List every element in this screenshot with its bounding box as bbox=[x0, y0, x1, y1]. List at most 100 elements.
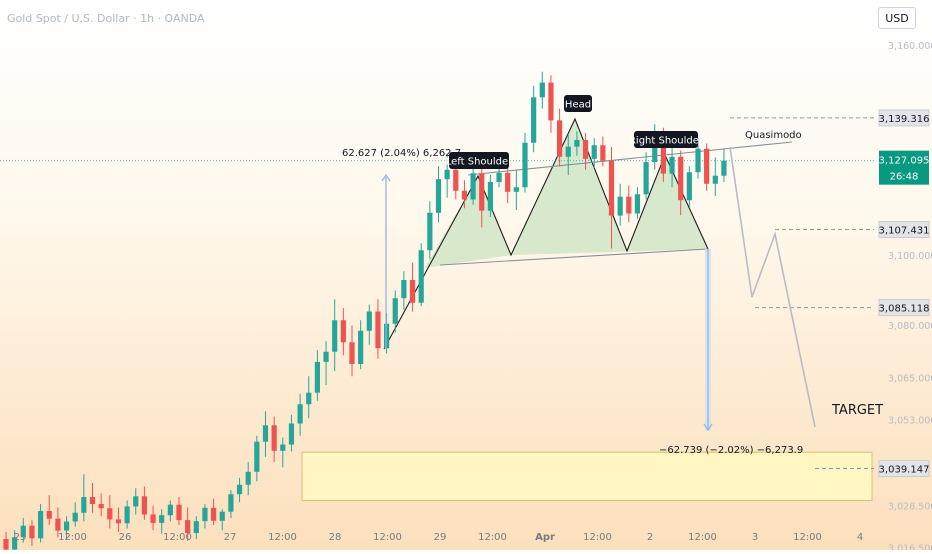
candle bbox=[46, 495, 52, 525]
candle-body bbox=[245, 471, 251, 485]
candle-body bbox=[323, 351, 329, 362]
candle-body bbox=[565, 146, 571, 157]
candle-body bbox=[678, 156, 684, 201]
candle-body bbox=[3, 539, 9, 550]
candle-body bbox=[539, 82, 545, 98]
candle bbox=[219, 509, 225, 531]
candle-body bbox=[634, 194, 641, 214]
candle bbox=[323, 341, 329, 385]
candle-body bbox=[626, 196, 632, 214]
candle-body bbox=[479, 173, 485, 211]
candle bbox=[254, 435, 260, 482]
candle bbox=[63, 516, 70, 539]
badge-level-2-bg bbox=[878, 220, 930, 238]
candle bbox=[297, 393, 303, 436]
candle-body bbox=[271, 425, 277, 451]
candle-body bbox=[115, 519, 122, 524]
target-zone bbox=[301, 451, 873, 502]
time-label-day: 28 bbox=[329, 532, 342, 543]
left-shoulder-label: Left Shoulder bbox=[446, 152, 513, 169]
candle bbox=[366, 304, 372, 345]
candle-body bbox=[686, 172, 692, 201]
candle-body bbox=[167, 504, 173, 516]
neckline bbox=[439, 248, 709, 266]
candles-layer bbox=[3, 71, 727, 554]
candle bbox=[634, 187, 641, 219]
currency-button[interactable]: USD bbox=[878, 7, 916, 29]
candle-body bbox=[280, 444, 286, 451]
candle-body bbox=[548, 82, 554, 121]
measure-down-arrow bbox=[703, 423, 713, 432]
candle-body bbox=[159, 515, 165, 523]
candle bbox=[280, 437, 286, 468]
candle-body bbox=[46, 511, 52, 519]
time-label-day: 2 bbox=[647, 532, 653, 543]
candle-body bbox=[20, 525, 26, 538]
candle-body bbox=[150, 514, 156, 523]
candle bbox=[678, 150, 684, 216]
candle bbox=[349, 325, 355, 377]
candle bbox=[228, 490, 234, 518]
symbol-title: Gold Spot / U.S. Dollar · 1h · OANDA bbox=[7, 12, 205, 25]
head-label-bg bbox=[564, 95, 592, 112]
candle bbox=[427, 201, 433, 259]
price-axis[interactable]: 3,160.000 3,100.000 3,080.000 3,065.000 3,05… bbox=[878, 41, 932, 554]
candle bbox=[608, 147, 615, 249]
badge-countdown-text: 26:48 bbox=[890, 172, 919, 183]
candle-body bbox=[617, 196, 623, 216]
candle bbox=[159, 509, 165, 534]
badge-target-level-text: 3,039.147 bbox=[879, 464, 930, 475]
candle bbox=[271, 416, 277, 462]
time-axis[interactable]: 25 12:00 26 12:00 27 12:00 28 12:00 29 12:00 Apr 12… bbox=[14, 532, 864, 543]
candle bbox=[314, 350, 320, 401]
candle-body bbox=[236, 484, 243, 495]
time-label-day: 3 bbox=[752, 532, 758, 543]
candle-body bbox=[418, 250, 424, 303]
candle bbox=[358, 320, 364, 370]
badge-level-1-bg bbox=[878, 109, 930, 127]
badge-target-level-bg bbox=[878, 459, 930, 477]
candle-body bbox=[505, 172, 511, 192]
candle bbox=[236, 477, 243, 503]
candle-body bbox=[141, 496, 147, 515]
price-tick: 3,028.500 bbox=[888, 501, 932, 512]
right-shoulder-label-text: Right Shoulder bbox=[629, 136, 704, 147]
candle bbox=[107, 495, 113, 529]
candle bbox=[557, 108, 563, 167]
time-label-day: 27 bbox=[224, 532, 237, 543]
candle-body bbox=[600, 145, 606, 161]
price-tick: 3,100.000 bbox=[888, 251, 932, 262]
head-label-text: Head bbox=[565, 100, 591, 111]
candle-body bbox=[202, 507, 208, 522]
candle bbox=[686, 166, 692, 207]
pattern-labels: Left Shoulder Head Right Shoulder Quasimodo… bbox=[342, 95, 883, 456]
candle-body bbox=[133, 496, 139, 507]
candle bbox=[531, 85, 537, 153]
candle bbox=[306, 376, 312, 419]
candle bbox=[721, 148, 727, 182]
left-shoulder-label-bg bbox=[449, 152, 509, 169]
candle bbox=[669, 147, 675, 188]
time-label-day: Apr bbox=[535, 532, 555, 543]
candle-body bbox=[591, 145, 597, 159]
candle-body bbox=[176, 504, 182, 521]
candle bbox=[375, 299, 381, 359]
candle bbox=[600, 136, 606, 167]
measure-up-label: 62.627 (2.04%) 6,262.7 bbox=[342, 148, 461, 159]
candle-body bbox=[254, 441, 260, 472]
candle-body bbox=[332, 320, 338, 352]
candle-body bbox=[81, 497, 87, 513]
candle bbox=[522, 133, 528, 193]
time-label-hour: 12:00 bbox=[688, 532, 717, 543]
candle-body bbox=[704, 148, 710, 184]
candle-body bbox=[211, 507, 217, 521]
candle bbox=[548, 75, 554, 133]
head-label: Head bbox=[564, 95, 592, 112]
measure-up-arrow bbox=[381, 173, 391, 182]
candle-body bbox=[366, 311, 372, 331]
candle-body bbox=[185, 520, 191, 534]
time-label-hour: 12:00 bbox=[373, 532, 402, 543]
candle bbox=[193, 516, 199, 539]
